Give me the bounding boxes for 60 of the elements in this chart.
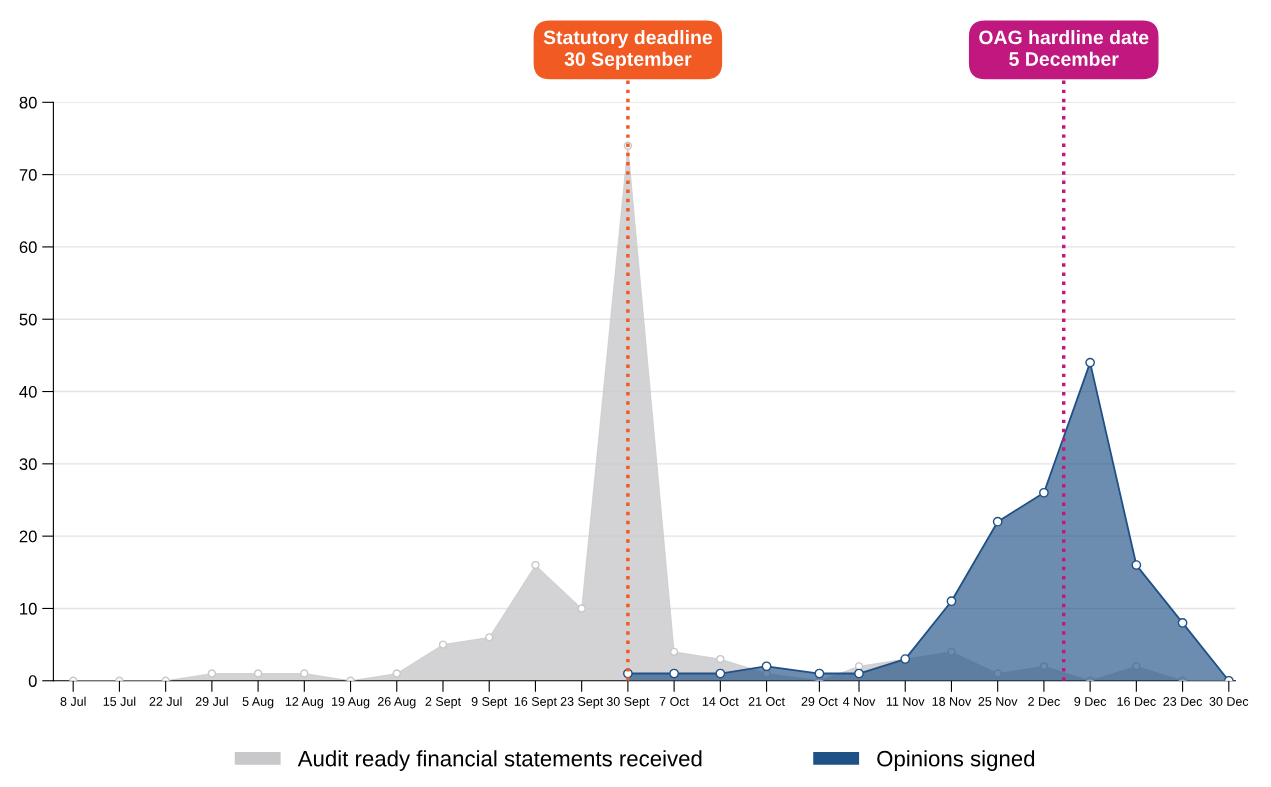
x-tick-label: 18 Nov: [932, 697, 972, 706]
x-tick-label: 11 Nov: [886, 697, 925, 706]
y-tick-label: 20: [19, 530, 37, 543]
point: [392, 669, 401, 678]
x-tick-label: 5 Aug: [242, 697, 274, 709]
ref-line-label: Statutory deadline 30 September: [543, 30, 713, 70]
point: [1131, 560, 1142, 570]
point: [716, 654, 725, 664]
x-tick-label: 25 Nov: [978, 697, 1018, 706]
x-tick-label: 30 Dec: [1209, 697, 1249, 706]
point: [1085, 357, 1095, 368]
legend-label: Opinions signed: [877, 750, 1035, 771]
point: [438, 640, 448, 649]
x-tick-label: 15 Jul: [103, 696, 136, 706]
x-tick-label: 30 Sept: [606, 697, 650, 709]
legend-label: Audit ready financial statements received: [297, 750, 702, 771]
y-tick-label: 40: [19, 385, 37, 398]
point: [669, 647, 679, 657]
y-tick-label: 50: [19, 313, 37, 326]
point: [814, 668, 825, 679]
x-tick-label: 4 Nov: [842, 697, 876, 706]
y-tick-label: 10: [20, 602, 37, 615]
point: [946, 596, 957, 607]
x-tick-label: 29 Jul: [195, 696, 228, 706]
x-tick-label: 21 Oct: [748, 697, 785, 706]
point: [207, 669, 217, 678]
x-tick-label: 14 Oct: [702, 697, 739, 706]
point: [669, 668, 679, 679]
point: [253, 669, 263, 678]
x-tick-label: 23 Dec: [1163, 697, 1203, 706]
point: [761, 661, 772, 672]
x-tick-label: 8 Jul: [60, 696, 86, 706]
point: [577, 604, 586, 613]
ref-line-label: OAG hardline date 5 December: [979, 30, 1149, 66]
x-tick-label: 22 Jul: [149, 696, 182, 706]
x-tick-label: 16 Sept: [514, 697, 557, 709]
x-tick-label: 26 Aug: [377, 697, 416, 709]
point: [300, 669, 309, 678]
x-tick-label: 29 Oct: [801, 697, 838, 706]
x-tick-label: 16 Dec: [1117, 697, 1156, 706]
y-tick-label: 80: [19, 96, 37, 109]
x-tick-label: 7 Oct: [659, 697, 689, 706]
point: [485, 633, 494, 642]
y-tick-label: 30: [19, 458, 37, 471]
point: [1039, 487, 1049, 498]
x-tick-label: 9 Dec: [1074, 697, 1107, 706]
point: [992, 516, 1003, 527]
x-tick-label: 2 Sept: [425, 697, 461, 709]
x-tick-label: 12 Aug: [285, 697, 323, 709]
x-tick-label: 9 Sept: [471, 697, 508, 709]
point: [854, 668, 864, 679]
point: [1177, 618, 1188, 628]
point: [531, 560, 540, 570]
x-tick-label: 23 Sept: [560, 697, 604, 709]
point: [715, 668, 726, 679]
y-tick-label: 70: [19, 169, 37, 181]
y-tick-label: 60: [19, 241, 37, 254]
y-tick-label: 0: [28, 675, 37, 687]
x-tick-label: 2 Dec: [1028, 697, 1060, 706]
x-tick-label: 19 Aug: [332, 697, 370, 709]
